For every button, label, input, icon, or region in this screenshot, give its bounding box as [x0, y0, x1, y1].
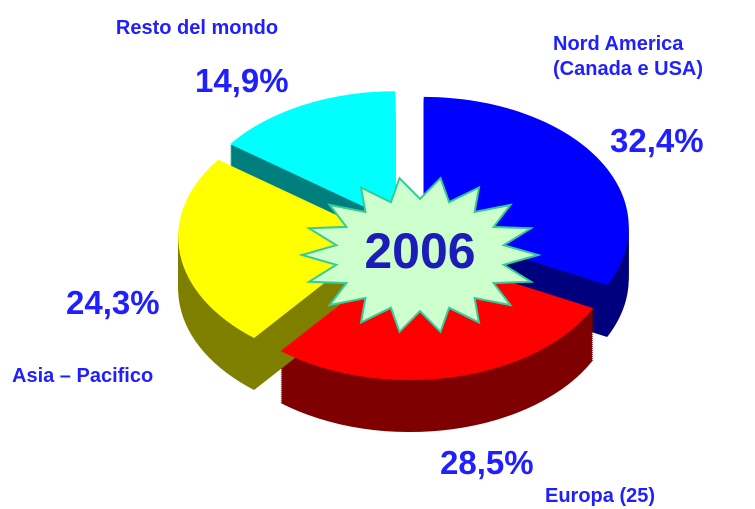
slice: [178, 159, 384, 338]
category-label: Resto del mondo: [115, 17, 279, 39]
value-label: 24,3%: [66, 284, 160, 321]
center-annotation: 2006: [364, 223, 476, 279]
category-label: Asia – Pacifico: [12, 365, 154, 387]
category-label: Europa (25): [544, 485, 656, 507]
value-label: 28,5%: [440, 444, 534, 481]
value-label: 14,9%: [195, 62, 289, 99]
slice: [230, 91, 396, 222]
starburst: [298, 176, 542, 334]
value-label: 32,4%: [610, 122, 704, 159]
category-label: Nord America (Canada e USA): [553, 33, 704, 80]
